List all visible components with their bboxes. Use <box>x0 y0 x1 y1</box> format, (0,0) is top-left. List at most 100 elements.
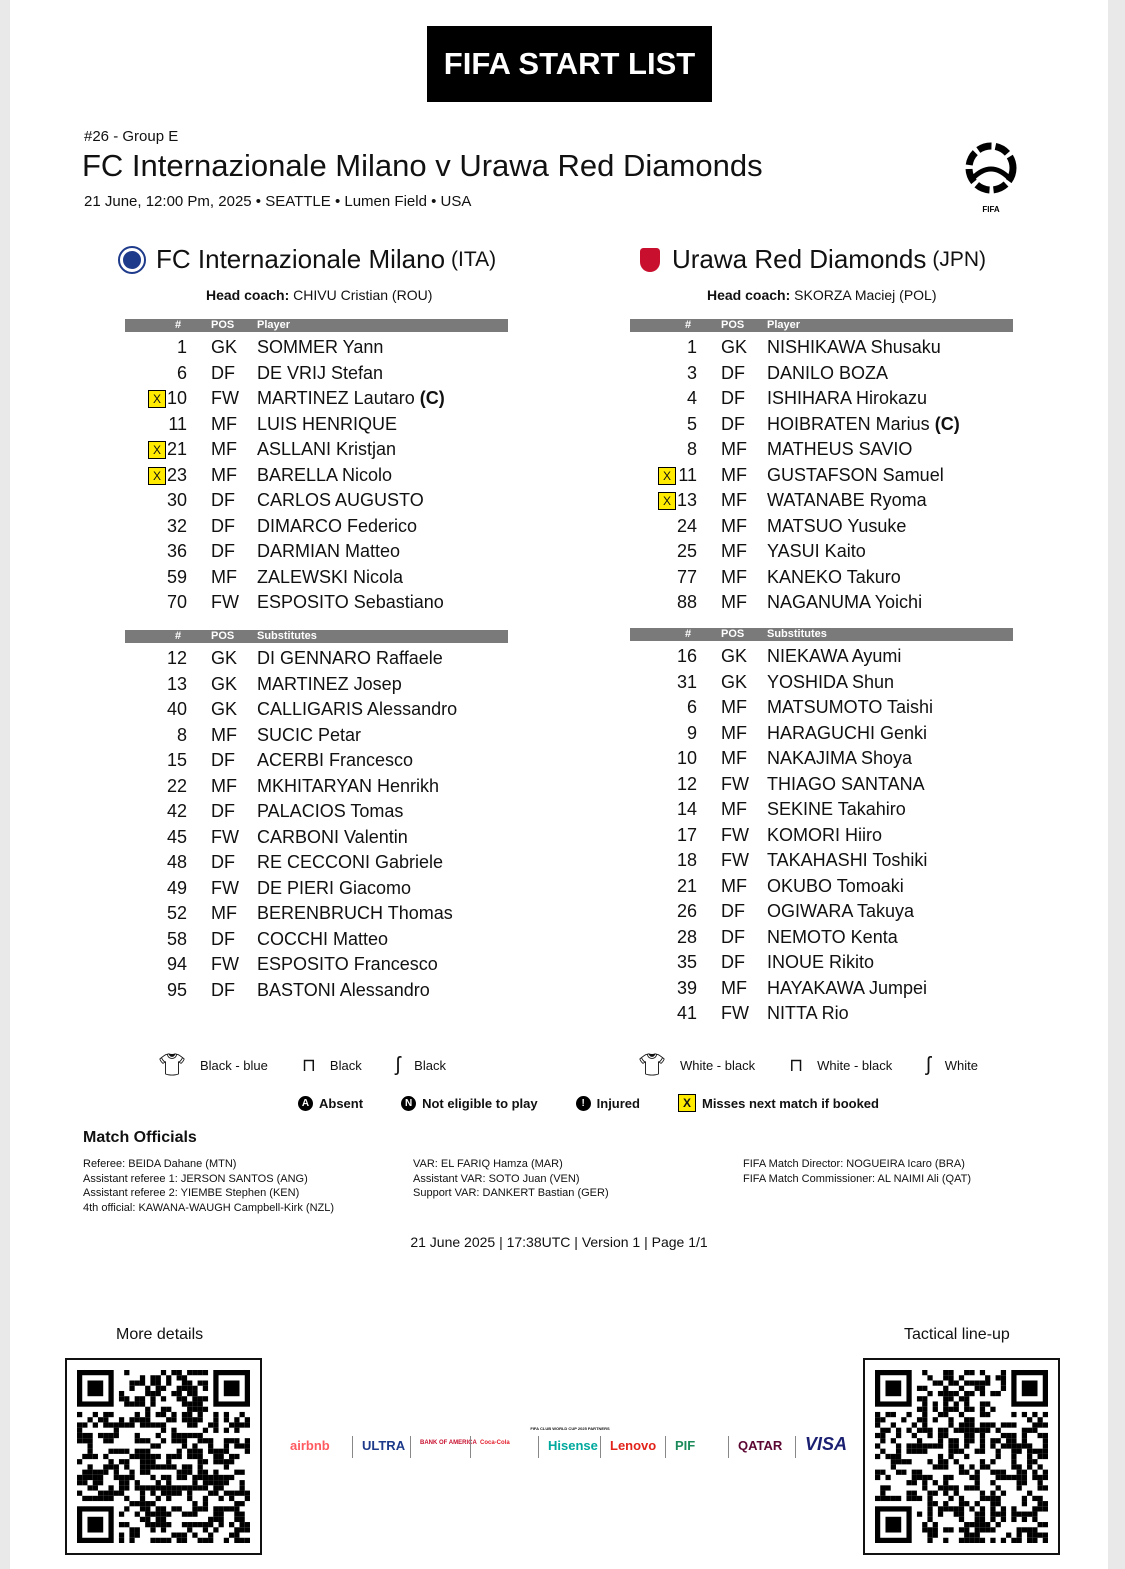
away-kit: 👕︎ White - black ⊓ White - black ʃ White <box>638 1052 978 1078</box>
away-team-name: Urawa Red Diamonds <box>672 244 927 274</box>
more-details-qr-code[interactable] <box>65 1358 262 1555</box>
player-number: 77 <box>676 566 697 587</box>
match-title: FC Internazionale Milano v Urawa Red Dia… <box>82 148 763 183</box>
table-row: 6 MF MATSUMOTO Taishi <box>630 695 1013 721</box>
player-number: 48 <box>166 852 187 872</box>
official-line: Assistant referee 2: YIEMBE Stephen (KEN… <box>83 1187 300 1199</box>
booked-warning-icon: X <box>658 492 676 510</box>
player-name: CALLIGARIS Alessandro <box>257 699 457 720</box>
sponsor-logo-airbnb: airbnb <box>290 1438 330 1453</box>
official-line: FIFA Match Commissioner: AL NAIMI Ali (Q… <box>743 1172 971 1185</box>
player-position: MF <box>721 977 747 998</box>
official-line: Support VAR: DANKERT Bastian (GER) <box>413 1187 609 1199</box>
player-position: DF <box>721 901 745 921</box>
player-name-text: NAGANUMA Yoichi <box>767 592 923 612</box>
table-row: 24 MF MATSUO Yusuke <box>630 514 1013 540</box>
player-name: SUCIC Petar <box>257 725 361 746</box>
header-position: POS <box>721 319 745 331</box>
player-name: ISHIHARA Hirokazu <box>767 388 927 409</box>
player-name: ASLLANI Kristjan <box>257 439 396 460</box>
table-row: 48 DF RE CECCONI Gabriele <box>125 850 508 876</box>
player-number: 3 <box>686 362 697 383</box>
player-name: NITTA Rio <box>767 1003 849 1024</box>
player-name: DE PIERI Giacomo <box>257 878 411 899</box>
svg-text:FIFA: FIFA <box>982 205 1000 214</box>
player-position: FW <box>211 877 239 898</box>
player-position: MF <box>721 541 747 561</box>
sponsor-divider <box>538 1436 539 1458</box>
tactical-lineup-qr-code[interactable] <box>863 1358 1060 1555</box>
home-subs-table: # POS Substitutes 12 GK DI GENNARO Raffaele 13… <box>125 630 508 1003</box>
table-row: 22 MF MKHITARYAN Henrikh <box>125 774 508 800</box>
player-position: MF <box>721 439 747 459</box>
player-number: 42 <box>166 801 187 821</box>
player-name: MATSUO Yusuke <box>767 516 906 537</box>
player-name: TAKAHASHI Toshiki <box>767 850 927 871</box>
sponsor-divider <box>410 1436 411 1458</box>
player-number: 10 <box>676 748 697 768</box>
sponsor-logo-qatar: QATAR <box>738 1438 783 1453</box>
player-name-text: KANEKO Takuro <box>767 566 901 587</box>
player-name: ESPOSITO Sebastiano <box>257 592 444 613</box>
player-name: SEKINE Takahiro <box>767 799 906 820</box>
coach-name: SKORZA Maciej (POL) <box>794 287 937 303</box>
player-name: BARELLA Nicolo <box>257 465 392 486</box>
table-row: 21 MF OKUBO Tomoaki <box>630 874 1013 900</box>
official-line: VAR: EL FARIQ Hamza (MAR) <box>413 1158 563 1170</box>
player-name: DI GENNARO Raffaele <box>257 648 443 669</box>
player-position: GK <box>211 648 238 668</box>
table-row: X 13 MF WATANABE Ryoma <box>630 488 1013 514</box>
table-row: 45 FW CARBONI Valentin <box>125 825 508 851</box>
player-name: NEMOTO Kenta <box>767 927 898 948</box>
player-number: 39 <box>676 977 697 998</box>
player-name: MARTINEZ Lautaro (C) <box>257 388 445 409</box>
player-name: NIEKAWA Ayumi <box>767 646 901 667</box>
player-number: 30 <box>166 490 187 510</box>
table-row: 77 MF KANEKO Takuro <box>630 565 1013 591</box>
player-number: 59 <box>166 566 187 587</box>
shirt-color: Black - blue <box>199 1057 268 1073</box>
player-name-text: MKHITARYAN Henrikh <box>257 775 440 796</box>
player-number: 13 <box>166 673 187 694</box>
player-name-text: LUIS HENRIQUE <box>257 413 398 434</box>
legend-booked: Misses next match if booked <box>701 1095 879 1111</box>
player-name: ZALEWSKI Nicola <box>257 567 403 588</box>
player-name: MKHITARYAN Henrikh <box>257 776 439 797</box>
player-name: HARAGUCHI Genki <box>767 723 927 744</box>
player-number: 24 <box>676 515 697 536</box>
player-number: 25 <box>676 541 697 561</box>
player-number: 22 <box>166 775 187 796</box>
table-row: 12 FW THIAGO SANTANA <box>630 772 1013 798</box>
player-name-text: SEKINE Takahiro <box>767 799 906 819</box>
player-number: 6 <box>176 362 187 383</box>
player-position: MF <box>721 697 747 717</box>
official-line: Assistant referee 1: JERSON SANTOS (ANG) <box>83 1172 308 1185</box>
player-name-text: TAKAHASHI Toshiki <box>767 850 928 870</box>
player-number: 31 <box>676 671 697 692</box>
player-position: MF <box>211 903 237 923</box>
player-name-text: ZALEWSKI Nicola <box>257 566 404 587</box>
player-name-text: ESPOSITO Sebastiano <box>257 592 444 612</box>
header-player: Player <box>257 319 291 331</box>
player-name-text: DANILO BOZA <box>767 362 889 383</box>
table-row: 31 GK YOSHIDA Shun <box>630 670 1013 696</box>
table-row: 1 GK SOMMER Yann <box>125 335 508 361</box>
table-row: 41 FW NITTA Rio <box>630 1001 1013 1027</box>
player-number: 14 <box>676 799 697 819</box>
player-position: FW <box>211 826 239 847</box>
player-position: MF <box>211 413 237 434</box>
player-name-text: DIMARCO Federico <box>257 515 418 536</box>
home-team-country: (ITA) <box>451 247 497 271</box>
player-name: THIAGO SANTANA <box>767 774 925 795</box>
legend-absent: Absent <box>319 1095 364 1111</box>
table-header: # POS Player <box>630 319 1013 332</box>
coach-label: Head coach: <box>707 287 791 303</box>
player-name: BERENBRUCH Thomas <box>257 903 453 924</box>
player-number: 32 <box>166 515 187 536</box>
player-name-text: BASTONI Alessandro <box>257 979 430 1000</box>
sponsor-logo-ultra: ULTRA <box>362 1438 406 1453</box>
sponsor-divider <box>600 1436 601 1458</box>
header-number: # <box>175 319 182 331</box>
table-row: 70 FW ESPOSITO Sebastiano <box>125 590 508 616</box>
sponsors-heading: FIFA CLUB WORLD CUP 2025 PARTNERS <box>530 1426 610 1431</box>
